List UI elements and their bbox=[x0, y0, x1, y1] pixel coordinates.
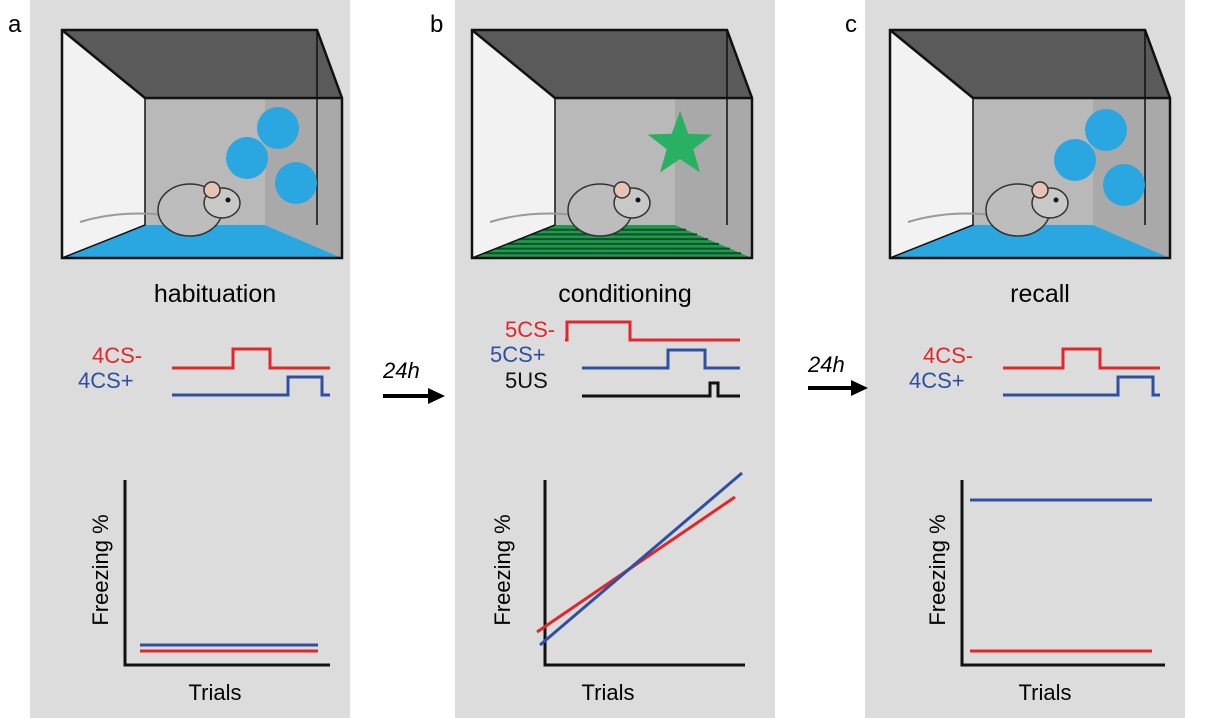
y-axis-label: Freezing % bbox=[925, 514, 950, 625]
stimulus-label: 4CS- bbox=[92, 343, 142, 368]
arrow-head bbox=[428, 388, 445, 404]
cage bbox=[472, 30, 752, 258]
cage bbox=[62, 30, 342, 258]
panel-title: conditioning bbox=[558, 280, 691, 308]
mouse-ear bbox=[204, 182, 220, 198]
mouse-eye bbox=[636, 198, 641, 203]
cue-circle bbox=[1054, 139, 1096, 181]
mouse-eye bbox=[1054, 198, 1059, 203]
x-axis-label: Trials bbox=[1019, 680, 1072, 705]
y-axis-label: Freezing % bbox=[490, 514, 515, 625]
cue-circle bbox=[1103, 164, 1145, 206]
cage bbox=[890, 30, 1170, 258]
mouse-ear bbox=[614, 182, 630, 198]
stimulus-label: 5CS+ bbox=[490, 342, 546, 367]
stimulus-label: 4CS+ bbox=[909, 368, 965, 393]
panel-title: recall bbox=[1010, 280, 1070, 308]
panel-letter: a bbox=[8, 11, 22, 38]
figure: a b c habituation conditioning recall 4C… bbox=[0, 0, 1215, 718]
cue-circle bbox=[1085, 109, 1127, 151]
arrow-label: 24h bbox=[807, 352, 845, 377]
arrow-label: 24h bbox=[382, 358, 420, 383]
x-axis-label: Trials bbox=[189, 680, 242, 705]
mouse-eye bbox=[226, 198, 231, 203]
stimulus-label: 4CS+ bbox=[78, 368, 134, 393]
y-axis-label: Freezing % bbox=[88, 514, 113, 625]
stimulus-label: 4CS- bbox=[923, 343, 973, 368]
cue-circle bbox=[226, 137, 268, 179]
panel-letter: c bbox=[845, 11, 857, 38]
panel-letter: b bbox=[430, 11, 443, 38]
panel-title: habituation bbox=[154, 280, 276, 308]
x-axis-label: Trials bbox=[582, 680, 635, 705]
cue-circle bbox=[275, 162, 317, 204]
stimulus-label: 5US bbox=[505, 368, 548, 393]
stimulus-label: 5CS- bbox=[505, 317, 555, 342]
mouse-ear bbox=[1032, 182, 1048, 198]
cue-circle bbox=[257, 107, 299, 149]
